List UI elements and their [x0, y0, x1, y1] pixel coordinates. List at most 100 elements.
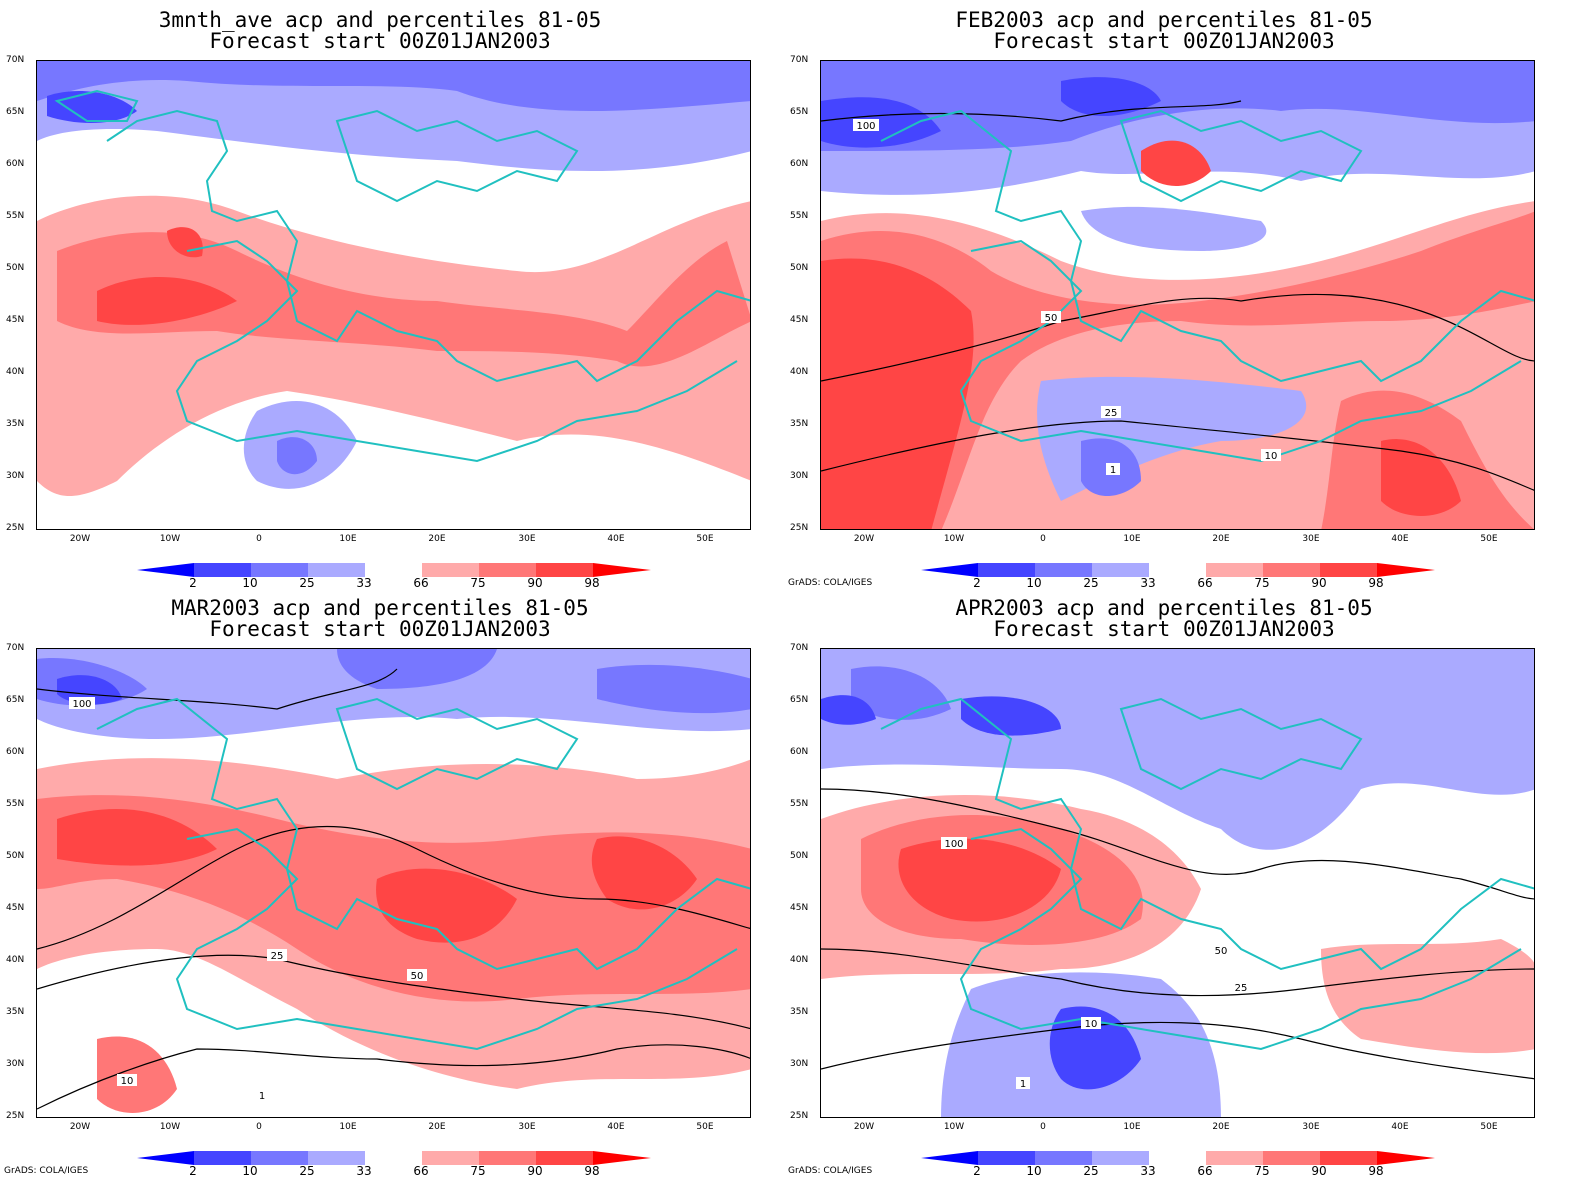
lon-label: 40E	[607, 1122, 625, 1132]
colorbar-label: 10	[242, 1164, 258, 1178]
contour-label: 10	[1085, 1019, 1098, 1030]
lon-label: 50E	[1480, 534, 1498, 544]
colorbar-label: 33	[356, 576, 372, 590]
lat-label: 55N	[6, 799, 25, 809]
lon-label: 10E	[1123, 534, 1141, 544]
colorbar-label: 75	[470, 576, 486, 590]
lon-label: 40E	[1391, 1122, 1409, 1132]
panel-mar2003: MAR2003 acp and percentiles 81-05 Foreca…	[0, 588, 760, 1178]
lat-label: 60N	[790, 159, 809, 169]
lon-label: 40E	[1391, 534, 1409, 544]
panel-title: APR2003 acp and percentiles 81-05	[955, 596, 1373, 620]
colorbar-label: 2	[189, 576, 197, 590]
colorbar	[921, 563, 1435, 577]
colorbar-label: 2	[973, 576, 981, 590]
colorbar-label: 90	[527, 576, 543, 590]
colorbar-label: 98	[1368, 576, 1384, 590]
lat-label: 30N	[790, 471, 809, 481]
lat-label: 45N	[790, 315, 809, 325]
map-frame: 100 50 25 10 1	[820, 648, 1535, 1118]
lat-label: 40N	[6, 955, 25, 965]
colorbar-label: 10	[242, 576, 258, 590]
map-frame: 100 50 25 10 1	[36, 648, 751, 1118]
lat-label: 55N	[790, 211, 809, 221]
lon-label: 10E	[339, 1122, 357, 1132]
lat-label: 50N	[6, 263, 25, 273]
lat-label: 70N	[790, 643, 809, 653]
panel-subtitle: Forecast start 00Z01JAN2003	[209, 617, 551, 641]
lon-label: 10W	[159, 1122, 181, 1132]
colorbar	[137, 1151, 651, 1165]
panel-feb2003: FEB2003 acp and percentiles 81-05 Foreca…	[784, 0, 1544, 590]
lat-label: 35N	[790, 1007, 809, 1017]
colorbar-label: 33	[1140, 576, 1156, 590]
lon-label: 20W	[69, 1122, 91, 1132]
panel-3month-average: 3mnth_ave acp and percentiles 81-05 Fore…	[0, 0, 760, 590]
colorbar-label: 66	[1197, 576, 1213, 590]
colorbar-label: 33	[356, 1164, 372, 1178]
colorbar-label: 75	[1254, 576, 1270, 590]
colorbar-label: 10	[1026, 576, 1042, 590]
lat-label: 45N	[6, 903, 25, 913]
lat-label: 25N	[790, 523, 809, 533]
grads-credit: GrADS: COLA/IGES	[4, 1166, 89, 1176]
lat-label: 25N	[6, 523, 25, 533]
contour-label: 10	[121, 1076, 134, 1087]
colorbar-label: 98	[1368, 1164, 1384, 1178]
colorbar-label: 90	[527, 1164, 543, 1178]
contour-label: 100	[856, 121, 875, 132]
lat-label: 30N	[790, 1059, 809, 1069]
lat-label: 70N	[6, 55, 25, 65]
lon-label: 0	[1040, 1122, 1046, 1132]
colorbar-label: 33	[1140, 1164, 1156, 1178]
lon-label: 20E	[1212, 1122, 1230, 1132]
lat-label: 65N	[790, 695, 809, 705]
lon-label: 10W	[943, 534, 965, 544]
lon-label: 30E	[1302, 534, 1320, 544]
lon-label: 30E	[1302, 1122, 1320, 1132]
lat-label: 40N	[6, 367, 25, 377]
panel-apr2003: APR2003 acp and percentiles 81-05 Foreca…	[784, 588, 1544, 1178]
lat-label: 60N	[790, 747, 809, 757]
colorbar	[137, 563, 651, 577]
lon-label: 0	[1040, 534, 1046, 544]
colorbar-label: 98	[584, 1164, 600, 1178]
contour-label: 50	[1045, 313, 1058, 324]
lat-label: 50N	[6, 851, 25, 861]
contour-label: 25	[271, 951, 284, 962]
contour-label: 10	[1265, 451, 1278, 462]
colorbar-label: 25	[299, 1164, 315, 1178]
contour-label: 1	[1020, 1079, 1026, 1090]
colorbar-label: 75	[1254, 1164, 1270, 1178]
contour-label: 100	[72, 699, 91, 710]
colorbar-label: 98	[584, 576, 600, 590]
lon-label: 20W	[69, 534, 91, 544]
colorbar-label: 90	[1311, 1164, 1327, 1178]
lon-label: 0	[256, 1122, 262, 1132]
contour-label: 50	[411, 971, 424, 982]
lat-label: 35N	[6, 1007, 25, 1017]
lat-label: 35N	[790, 419, 809, 429]
lat-label: 65N	[6, 695, 25, 705]
grads-credit: GrADS: COLA/IGES	[788, 1166, 873, 1176]
lat-label: 40N	[790, 955, 809, 965]
lat-label: 70N	[790, 55, 809, 65]
lat-label: 35N	[6, 419, 25, 429]
contour-label: 25	[1105, 408, 1118, 419]
lon-label: 10W	[159, 534, 181, 544]
percentile-map	[37, 61, 750, 529]
lat-label: 25N	[6, 1111, 25, 1121]
percentile-map: 100 50 25 10 1	[821, 61, 1534, 529]
panel-title: 3mnth_ave acp and percentiles 81-05	[158, 8, 602, 32]
panel-title: MAR2003 acp and percentiles 81-05	[171, 596, 589, 620]
lat-label: 65N	[6, 107, 25, 117]
colorbar-label: 25	[299, 576, 315, 590]
colorbar-label: 66	[413, 576, 429, 590]
panel-subtitle: Forecast start 00Z01JAN2003	[209, 29, 551, 53]
lat-label: 50N	[790, 851, 809, 861]
colorbar-label: 2	[973, 1164, 981, 1178]
lat-label: 45N	[6, 315, 25, 325]
lat-label: 60N	[6, 159, 25, 169]
lat-label: 50N	[790, 263, 809, 273]
lon-label: 50E	[696, 534, 714, 544]
